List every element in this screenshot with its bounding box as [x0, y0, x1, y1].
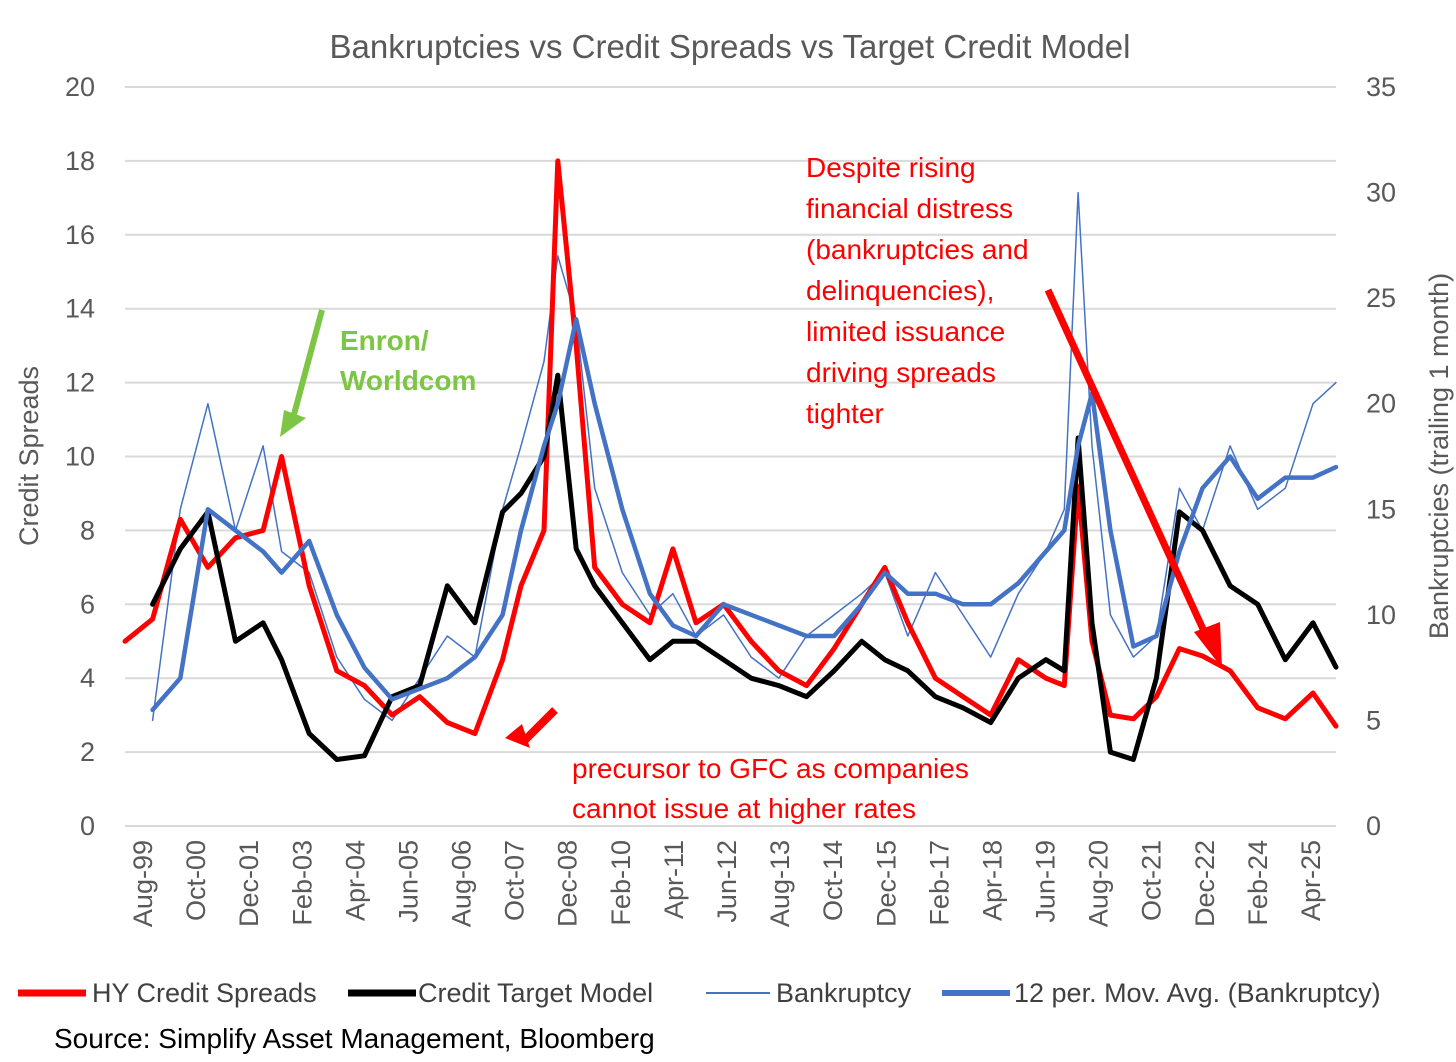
red-arrow-distress-head — [1194, 622, 1222, 668]
y2-tick-label: 15 — [1366, 494, 1396, 524]
red-arrow-distress-line — [1044, 288, 1212, 642]
x-tick-label: Dec-01 — [234, 840, 264, 927]
x-tick-label: Aug-13 — [765, 840, 795, 927]
x-tick-label: Dec-15 — [871, 840, 901, 927]
x-tick-label: Apr-11 — [659, 840, 689, 919]
annotation-enron-line-2: Worldcom — [340, 365, 476, 396]
y-tick-label: 12 — [65, 368, 95, 398]
y-tick-label: 2 — [80, 737, 95, 767]
y-tick-label: 0 — [80, 811, 95, 841]
x-tick-label: Oct-14 — [818, 840, 848, 921]
y2-tick-label: 35 — [1366, 72, 1396, 102]
source-note: Source: Simplify Asset Management, Bloom… — [54, 1023, 655, 1054]
y-tick-label: 4 — [80, 663, 95, 693]
annotation-distress-line-7: tighter — [806, 398, 884, 429]
red-arrow-gfc-line — [519, 707, 558, 746]
right-axis-ticks: 0 5 10 15 20 25 30 35 — [1366, 72, 1396, 841]
y2-tick-label: 20 — [1366, 389, 1396, 419]
x-tick-label: Feb-24 — [1243, 840, 1273, 926]
y-tick-label: 6 — [80, 589, 95, 619]
annotation-distress-line-3: (bankruptcies and — [806, 234, 1029, 265]
y2-tick-label: 0 — [1366, 811, 1381, 841]
x-tick-label: Feb-10 — [606, 840, 636, 926]
series-line-credit-target-model — [150, 372, 1339, 762]
left-axis-ticks: 0 2 4 6 8 10 12 14 16 18 20 — [65, 72, 95, 841]
annotation-arrows — [280, 288, 1222, 748]
legend-label-mavg: 12 per. Mov. Avg. (Bankruptcy) — [1014, 978, 1381, 1008]
x-tick-label: Oct-07 — [500, 840, 530, 921]
y2-tick-label: 30 — [1366, 178, 1396, 208]
legend: HY Credit Spreads Credit Target Model Ba… — [18, 978, 1381, 1008]
x-tick-label: Jun-12 — [712, 840, 742, 923]
annotation-gfc-line-1: precursor to GFC as companies — [572, 753, 969, 784]
y2-tick-label: 25 — [1366, 283, 1396, 313]
x-tick-label: Apr-18 — [977, 840, 1007, 921]
y-tick-label: 16 — [65, 220, 95, 250]
x-tick-label: Apr-25 — [1296, 840, 1326, 921]
x-tick-label: Aug-99 — [128, 840, 158, 927]
y-tick-label: 10 — [65, 442, 95, 472]
y-tick-label: 14 — [65, 294, 95, 324]
chart-title: Bankruptcies vs Credit Spreads vs Target… — [330, 28, 1131, 65]
annotation-enron: Enron/ Worldcom — [340, 325, 476, 396]
y-axis-label: Credit Spreads — [14, 366, 44, 546]
x-tick-label: Aug-20 — [1084, 840, 1114, 927]
y-tick-label: 8 — [80, 515, 95, 545]
annotation-distress-line-4: delinquencies), — [806, 275, 994, 306]
legend-label-hy: HY Credit Spreads — [92, 978, 317, 1008]
x-tick-label: Oct-21 — [1137, 840, 1167, 921]
annotation-gfc-line-2: cannot issue at higher rates — [572, 793, 916, 824]
series-line-hy-credit-spreads — [122, 158, 1339, 737]
x-axis-ticks: Aug-99 Oct-00 Dec-01 Feb-03 Apr-04 Jun-05 Aug-… — [128, 840, 1326, 927]
x-tick-label: Jun-05 — [393, 840, 423, 923]
legend-label-bankruptcy: Bankruptcy — [776, 978, 912, 1008]
annotation-gfc: precursor to GFC as companies cannot iss… — [572, 753, 969, 824]
green-arrow-head — [280, 410, 306, 437]
y2-axis-label: Bankruptcies (trailing 1 month) — [1424, 273, 1454, 639]
green-arrow-line — [289, 309, 325, 423]
red-arrow-gfc-head — [505, 724, 530, 748]
x-tick-label: Dec-08 — [553, 840, 583, 927]
series-lines — [122, 158, 1339, 762]
annotation-distress-line-1: Despite rising — [806, 152, 976, 183]
y-tick-label: 18 — [65, 146, 95, 176]
y-tick-label: 20 — [65, 72, 95, 102]
series-line-bankruptcy-12-mavg — [150, 317, 1339, 713]
x-tick-label: Jun-19 — [1031, 840, 1061, 923]
series-line-bankruptcy — [151, 191, 1337, 722]
gridlines — [125, 86, 1336, 827]
x-tick-label: Apr-04 — [340, 840, 370, 921]
x-tick-label: Feb-17 — [924, 840, 954, 926]
x-tick-label: Feb-03 — [287, 840, 317, 926]
annotation-distress-line-6: driving spreads — [806, 357, 996, 388]
annotation-distress: Despite rising financial distress (bankr… — [806, 152, 1029, 429]
legend-label-model: Credit Target Model — [418, 978, 653, 1008]
annotation-distress-line-5: limited issuance — [806, 316, 1005, 347]
x-tick-label: Aug-06 — [447, 840, 477, 927]
annotation-distress-line-2: financial distress — [806, 193, 1013, 224]
x-tick-label: Oct-00 — [181, 840, 211, 921]
y2-tick-label: 5 — [1366, 705, 1381, 735]
y2-tick-label: 10 — [1366, 600, 1396, 630]
annotation-enron-line-1: Enron/ — [340, 325, 429, 356]
x-tick-label: Dec-22 — [1190, 840, 1220, 927]
